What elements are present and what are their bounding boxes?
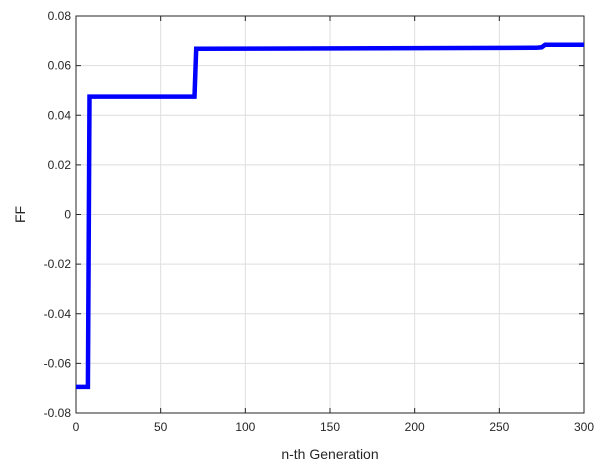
y-tick-label: 0.06 [48, 59, 72, 73]
x-tick-label: 300 [574, 420, 594, 434]
y-tick-label: 0.04 [48, 108, 72, 122]
series-line [76, 42, 584, 390]
axis-ticks [75, 15, 585, 414]
y-tick-label: -0.02 [44, 257, 72, 271]
y-axis-label: FF [12, 206, 28, 223]
tick-labels: 0 50 100 150 200 250 300 -0.08 -0.06 -0.04 -0.02 0 0… [44, 9, 595, 434]
series-layer [76, 42, 584, 390]
x-tick-label: 100 [235, 420, 255, 434]
grid [76, 16, 584, 413]
y-tick-label: -0.06 [44, 356, 72, 370]
x-axis-label: n-th Generation [281, 446, 378, 462]
x-tick-label: 50 [154, 420, 168, 434]
y-tick-label: 0.08 [48, 9, 72, 23]
x-tick-label: 200 [405, 420, 425, 434]
y-tick-label: 0 [64, 208, 71, 222]
x-tick-label: 250 [489, 420, 509, 434]
x-tick-label: 0 [73, 420, 80, 434]
x-tick-label: 150 [320, 420, 340, 434]
y-tick-label: 0.02 [48, 158, 72, 172]
y-tick-label: -0.04 [44, 307, 72, 321]
y-tick-label: -0.08 [44, 406, 72, 420]
